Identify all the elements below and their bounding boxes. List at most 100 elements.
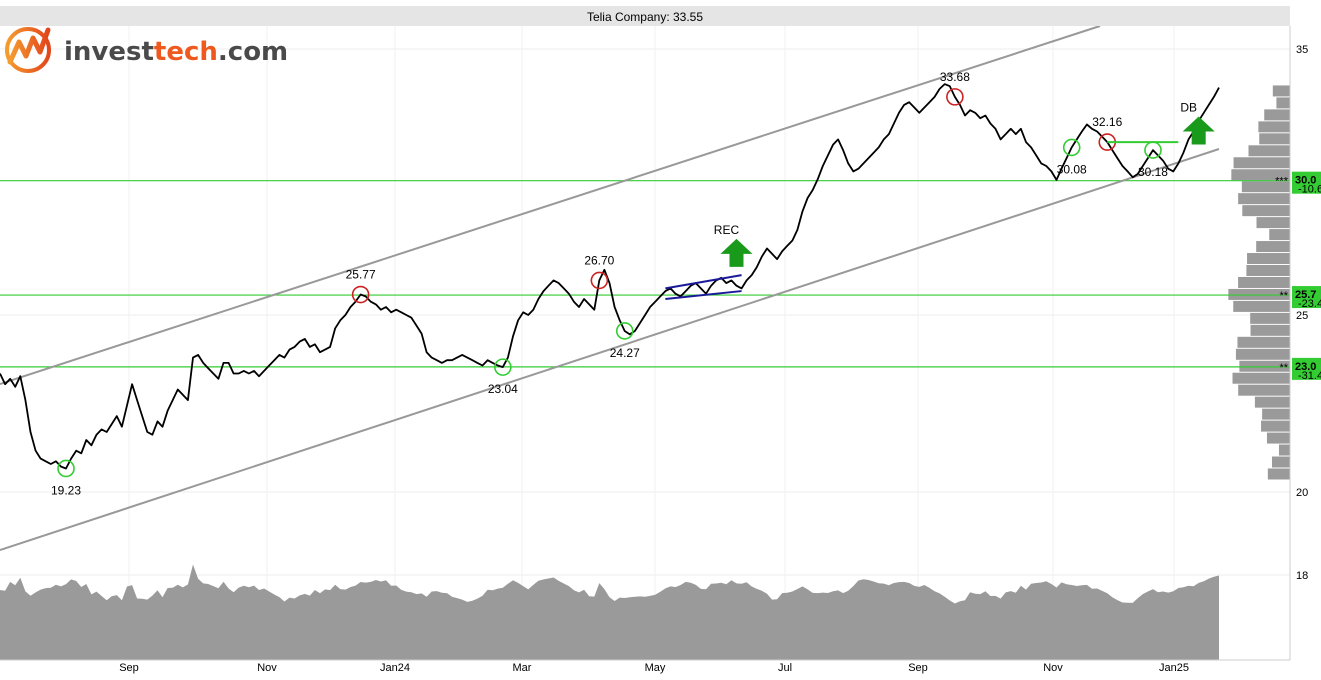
- x-tick-label: Nov: [257, 662, 277, 674]
- trend-channel-lower: [0, 148, 1220, 551]
- support-price-label: 23.0: [1295, 361, 1316, 373]
- volume-profile: [1228, 85, 1290, 480]
- volume-area: [0, 564, 1219, 660]
- bottom-label: 30.18: [1138, 165, 1168, 179]
- support-price-box: [1292, 357, 1321, 380]
- volume-profile-bar: [1231, 169, 1290, 181]
- logo-text-invest: invest: [64, 37, 154, 67]
- trend-channel: [0, 25, 1220, 551]
- logo-ring: [5, 27, 51, 73]
- bottom-label: 23.04: [488, 382, 518, 396]
- volume-profile-bar: [1272, 85, 1290, 97]
- support-pct-label: -10.6: [1298, 184, 1321, 196]
- x-tick-label: Nov: [1043, 662, 1063, 674]
- trend-channel-upper: [0, 25, 1101, 385]
- volume-profile-bar: [1250, 324, 1290, 336]
- volume-profile-bar: [1256, 217, 1290, 229]
- support-price-box: [1292, 171, 1321, 194]
- volume-profile-bar: [1228, 288, 1290, 300]
- logo-zigzag: [7, 27, 51, 65]
- top-marker: [590, 271, 609, 290]
- volume-profile-bar: [1258, 121, 1290, 133]
- bottom-label: 30.08: [1057, 162, 1087, 176]
- x-tick-label: Sep: [119, 662, 139, 674]
- top-marker: [946, 88, 964, 106]
- x-tick-label: Jan24: [380, 662, 410, 674]
- x-tick-label: May: [645, 662, 666, 674]
- logo-text-com: .com: [218, 37, 288, 67]
- volume-shape: [0, 564, 1219, 660]
- x-tick-label: Jul: [778, 662, 792, 674]
- volume-profile-bar: [1250, 312, 1290, 324]
- rec-lower-line: [665, 290, 742, 301]
- volume-profile-bar: [1267, 468, 1290, 480]
- volume-profile-bar: [1237, 336, 1290, 348]
- support-stars: **: [1279, 290, 1288, 302]
- volume-profile-bar: [1254, 396, 1290, 408]
- price-series: [0, 83, 1220, 470]
- support-price-box: [1292, 286, 1321, 309]
- volume-profile-bar: [1242, 205, 1290, 217]
- volume-profile-bar: [1269, 229, 1290, 241]
- y-tick-label: 18: [1296, 570, 1308, 582]
- title-bar: [0, 6, 1290, 26]
- volume-profile-bar: [1271, 456, 1290, 468]
- volume-profile-bar: [1239, 360, 1290, 372]
- volume-profile-bar: [1261, 420, 1290, 432]
- top-label: 33.68: [940, 70, 970, 84]
- bottom-marker: [494, 358, 512, 376]
- support-price-label: 25.7: [1295, 289, 1316, 301]
- volume-profile-bar: [1238, 193, 1290, 205]
- volume-profile-bar: [1264, 109, 1290, 121]
- y-tick-label: 35: [1296, 44, 1308, 56]
- volume-profile-bar: [1246, 264, 1290, 276]
- support-pct-label: -31.4: [1298, 370, 1321, 382]
- support-stars: **: [1279, 362, 1288, 374]
- top-label: 26.70: [584, 253, 614, 267]
- bottom-marker: [615, 322, 634, 340]
- volume-profile-bar: [1238, 276, 1290, 288]
- logo-text-tech: tech: [154, 37, 218, 67]
- chart-title: Telia Company: 33.55: [587, 10, 703, 24]
- bottom-marker: [1062, 138, 1081, 157]
- support-stars: ***: [1275, 176, 1289, 188]
- x-tick-label: Jan25: [1159, 662, 1189, 674]
- volume-profile-bar: [1238, 384, 1290, 396]
- volume-profile-bar: [1247, 253, 1290, 265]
- y-tick-label: 25: [1296, 310, 1308, 322]
- top-label: 25.77: [346, 268, 376, 282]
- top-label: 32.16: [1092, 115, 1122, 129]
- support-pct-label: -23.4: [1298, 298, 1321, 310]
- axes: 35 25 20 18 Sep Nov Jan24 Mar May Jul Sep Nov Jan25: [0, 26, 1308, 674]
- volume-profile-bar: [1259, 133, 1290, 145]
- signal-label: REC: [714, 223, 740, 237]
- top-marker: [351, 285, 370, 304]
- bottom-label: 19.23: [51, 483, 81, 497]
- buy-signal-arrow-icon: [1182, 116, 1215, 145]
- volume-profile-bar: [1241, 181, 1290, 193]
- annotations: 25.77 26.70 33.68 32.16 19.23 23.04 24.27 30.08…: [51, 70, 1215, 497]
- volume-profile-bar: [1235, 348, 1290, 360]
- bottom-label: 24.27: [610, 346, 640, 360]
- support-price-label: 30.0: [1295, 175, 1316, 187]
- y-tick-label: 20: [1296, 487, 1308, 499]
- bottom-marker: [57, 459, 75, 478]
- price-line: [0, 83, 1220, 470]
- rec-upper-line: [665, 274, 742, 290]
- volume-profile-bar: [1232, 372, 1290, 384]
- buy-signal-arrow-icon: [720, 238, 753, 267]
- volume-profile-bar: [1278, 444, 1290, 456]
- volume-profile-bar: [1233, 300, 1290, 312]
- investtech-logo: investtech.com: [5, 27, 288, 73]
- volume-profile-bar: [1256, 241, 1290, 253]
- x-tick-label: Mar: [513, 662, 532, 674]
- x-tick-label: Sep: [908, 662, 928, 674]
- volume-profile-bar: [1248, 145, 1290, 157]
- volume-profile-bar: [1233, 157, 1290, 169]
- logo-text: investtech.com: [64, 37, 288, 67]
- support-lines: *** 30.0-10.6 ** 25.7-23.4 ** 23.0-31.4: [0, 171, 1321, 382]
- volume-profile-bar: [1276, 97, 1290, 109]
- volume-profile-bar: [1266, 432, 1290, 444]
- volume-profile-bar: [1262, 408, 1290, 420]
